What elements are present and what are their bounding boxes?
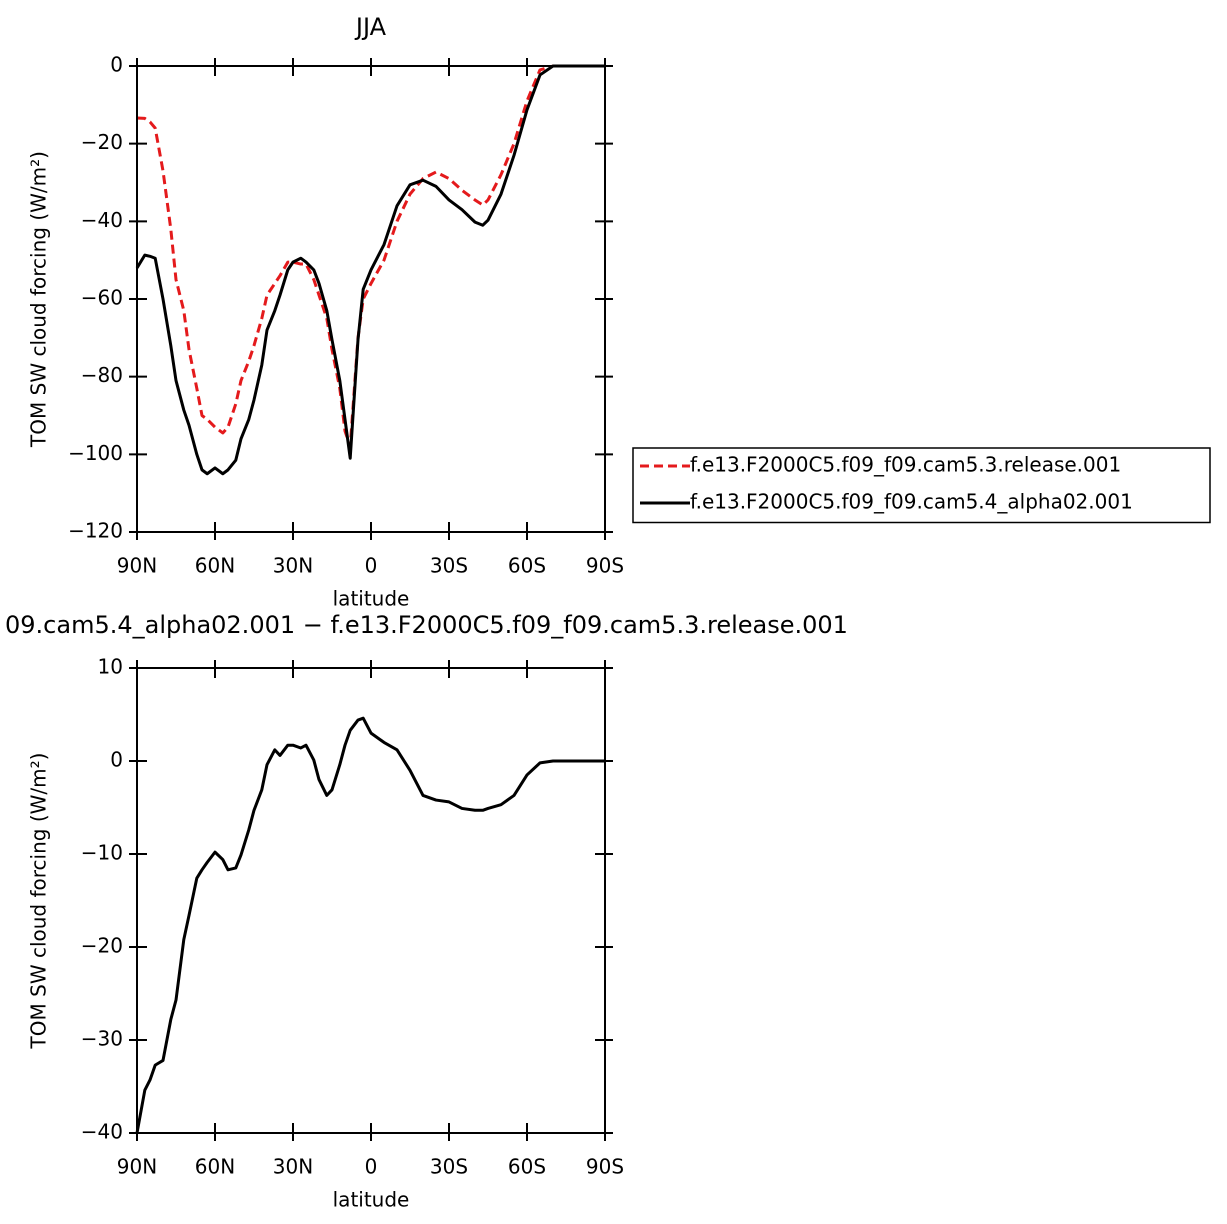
y-tick-label: −30 <box>81 1027 123 1051</box>
y-axis-label: TOM SW cloud forcing (W/m²) <box>27 151 51 448</box>
x-tick-label: 0 <box>365 554 378 578</box>
legend-label: f.e13.F2000C5.f09_f09.cam5.4_alpha02.001 <box>690 490 1133 514</box>
x-tick-label: 30S <box>430 1155 468 1179</box>
chart-title: JJA <box>354 13 387 41</box>
x-axis-label: latitude <box>333 587 410 611</box>
y-axis-label: TOM SW cloud forcing (W/m²) <box>27 753 51 1050</box>
y-tick-label: −80 <box>81 363 123 387</box>
x-tick-label: 90S <box>586 1155 624 1179</box>
x-tick-label: 60N <box>195 1155 235 1179</box>
x-tick-label: 60S <box>508 1155 546 1179</box>
legend-label: f.e13.F2000C5.f09_f09.cam5.3.release.001 <box>690 453 1121 477</box>
y-tick-label: 10 <box>98 655 123 679</box>
x-tick-label: 90N <box>117 554 157 578</box>
x-axis-label: latitude <box>333 1188 410 1212</box>
data-line <box>135 64 605 476</box>
x-tick-label: 60S <box>508 554 546 578</box>
x-tick-label: 0 <box>365 1155 378 1179</box>
chart-title: 09.cam5.4_alpha02.001 − f.e13.F2000C5.f0… <box>5 611 848 639</box>
y-tick-label: 0 <box>110 53 123 77</box>
plot-frame <box>136 65 606 533</box>
y-tick-label: −100 <box>68 441 123 465</box>
y-tick-label: −120 <box>68 519 123 543</box>
legend-box <box>632 447 1211 524</box>
x-tick-label: 90N <box>117 1155 157 1179</box>
y-tick-label: −40 <box>81 208 123 232</box>
x-tick-label: 90S <box>586 554 624 578</box>
y-tick-label: −20 <box>81 130 123 154</box>
y-tick-label: −60 <box>81 286 123 310</box>
y-tick-label: −40 <box>81 1120 123 1144</box>
y-tick-label: −10 <box>81 841 123 865</box>
plot-frame <box>136 667 606 1134</box>
data-line <box>136 64 605 449</box>
x-tick-label: 60N <box>195 554 235 578</box>
data-line <box>135 716 605 1134</box>
y-tick-label: 0 <box>110 748 123 772</box>
x-tick-label: 30N <box>273 1155 313 1179</box>
y-tick-label: −20 <box>81 934 123 958</box>
x-tick-label: 30S <box>430 554 468 578</box>
x-tick-label: 30N <box>273 554 313 578</box>
